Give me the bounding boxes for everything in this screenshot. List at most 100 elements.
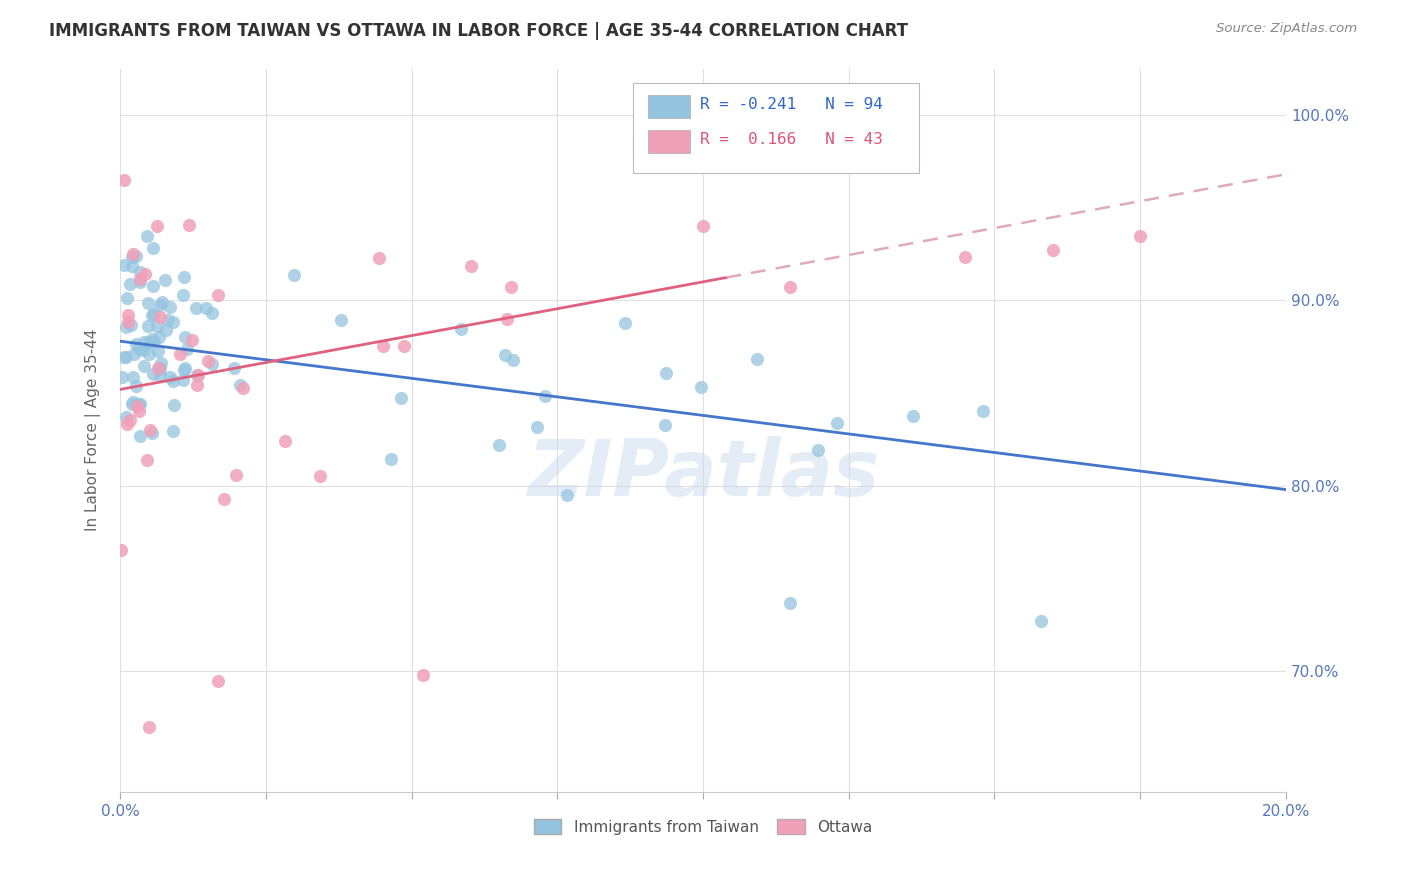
Point <box>197 354 219 368</box>
Point <box>128 397 150 411</box>
Point <box>128 404 150 418</box>
Point <box>229 378 252 392</box>
Point <box>502 353 524 368</box>
Point <box>309 469 332 483</box>
Point <box>173 363 195 377</box>
Point <box>162 424 184 438</box>
Point <box>142 240 165 254</box>
Point <box>412 668 434 682</box>
Point <box>138 335 160 350</box>
Point <box>138 720 160 734</box>
Text: R = -0.241   N = 94: R = -0.241 N = 94 <box>700 97 883 112</box>
Point <box>330 313 353 327</box>
Text: Source: ZipAtlas.com: Source: ZipAtlas.com <box>1216 22 1357 36</box>
Point <box>118 413 141 427</box>
FancyBboxPatch shape <box>648 130 690 153</box>
Point <box>120 318 142 332</box>
Point <box>117 291 139 305</box>
Point <box>1029 615 1052 629</box>
Text: R =  0.166   N = 43: R = 0.166 N = 43 <box>700 132 883 147</box>
Point <box>613 316 636 330</box>
Point <box>120 277 142 291</box>
Point <box>496 312 519 326</box>
Point <box>201 306 224 320</box>
Point <box>692 219 714 234</box>
Point <box>173 270 195 285</box>
Point <box>689 379 711 393</box>
Point <box>114 350 136 364</box>
Point <box>149 298 172 312</box>
Point <box>654 417 676 432</box>
Point <box>232 381 254 395</box>
Point <box>129 397 152 411</box>
Point <box>122 247 145 261</box>
Point <box>380 451 402 466</box>
Point <box>129 276 152 290</box>
Point <box>283 268 305 282</box>
Point <box>392 339 415 353</box>
Point <box>389 391 412 405</box>
Point <box>150 356 173 370</box>
FancyBboxPatch shape <box>633 83 918 173</box>
Point <box>136 228 159 243</box>
Point <box>146 219 169 234</box>
Point <box>121 369 143 384</box>
Point <box>779 280 801 294</box>
Point <box>224 361 246 376</box>
Point <box>207 288 229 302</box>
Point <box>195 301 218 315</box>
Point <box>184 301 207 315</box>
Point <box>155 323 177 337</box>
Point <box>174 330 197 344</box>
Point <box>122 347 145 361</box>
Point <box>779 596 801 610</box>
Point <box>138 347 160 361</box>
Point <box>901 409 924 424</box>
Point <box>111 370 134 384</box>
Point <box>169 347 191 361</box>
Point <box>155 272 177 286</box>
Point <box>181 333 204 347</box>
Point <box>274 434 297 448</box>
Point <box>526 419 548 434</box>
Point <box>142 335 165 350</box>
Y-axis label: In Labor Force | Age 35-44: In Labor Force | Age 35-44 <box>86 329 101 532</box>
Point <box>125 249 148 263</box>
Point <box>136 318 159 333</box>
Point <box>138 423 160 437</box>
Point <box>1129 229 1152 244</box>
Point <box>112 173 135 187</box>
Point <box>654 367 676 381</box>
Text: IMMIGRANTS FROM TAIWAN VS OTTAWA IN LABOR FORCE | AGE 35-44 CORRELATION CHART: IMMIGRANTS FROM TAIWAN VS OTTAWA IN LABO… <box>49 22 908 40</box>
Point <box>825 416 848 430</box>
Point <box>132 359 155 373</box>
Point <box>110 543 132 558</box>
Point <box>135 453 157 467</box>
Point <box>200 357 222 371</box>
Point <box>174 361 197 376</box>
Point <box>129 429 152 443</box>
Point <box>141 333 163 347</box>
Point <box>225 468 247 483</box>
Point <box>121 250 143 264</box>
Point <box>142 367 165 381</box>
Point <box>146 344 169 359</box>
Point <box>172 373 194 387</box>
Point <box>148 361 170 376</box>
Point <box>132 343 155 357</box>
Point <box>121 259 143 273</box>
Point <box>146 318 169 333</box>
Point <box>122 395 145 409</box>
Point <box>555 488 578 502</box>
Point <box>125 400 148 414</box>
Point <box>136 295 159 310</box>
Point <box>121 397 143 411</box>
Point <box>142 307 165 321</box>
Point <box>494 347 516 361</box>
Point <box>955 250 977 264</box>
Point <box>149 360 172 375</box>
Point <box>807 443 830 458</box>
Point <box>460 259 482 273</box>
FancyBboxPatch shape <box>648 95 690 119</box>
Point <box>499 280 522 294</box>
